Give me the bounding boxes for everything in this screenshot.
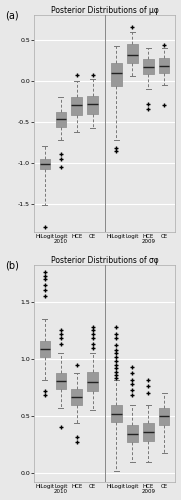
Title: Posterior Distributions of σφ: Posterior Distributions of σφ bbox=[51, 256, 158, 264]
PathPatch shape bbox=[87, 96, 98, 114]
PathPatch shape bbox=[111, 404, 122, 421]
PathPatch shape bbox=[40, 158, 50, 169]
PathPatch shape bbox=[40, 340, 50, 356]
PathPatch shape bbox=[87, 372, 98, 391]
Text: (b): (b) bbox=[5, 261, 19, 271]
PathPatch shape bbox=[56, 112, 66, 126]
PathPatch shape bbox=[56, 372, 66, 388]
PathPatch shape bbox=[127, 44, 138, 63]
PathPatch shape bbox=[159, 58, 169, 72]
PathPatch shape bbox=[159, 408, 169, 425]
Text: (a): (a) bbox=[5, 11, 19, 21]
Title: Posterior Distributions of μφ: Posterior Distributions of μφ bbox=[51, 6, 158, 15]
PathPatch shape bbox=[127, 425, 138, 442]
PathPatch shape bbox=[111, 63, 122, 86]
PathPatch shape bbox=[143, 58, 153, 74]
PathPatch shape bbox=[143, 423, 153, 441]
PathPatch shape bbox=[71, 97, 82, 115]
PathPatch shape bbox=[71, 388, 82, 404]
